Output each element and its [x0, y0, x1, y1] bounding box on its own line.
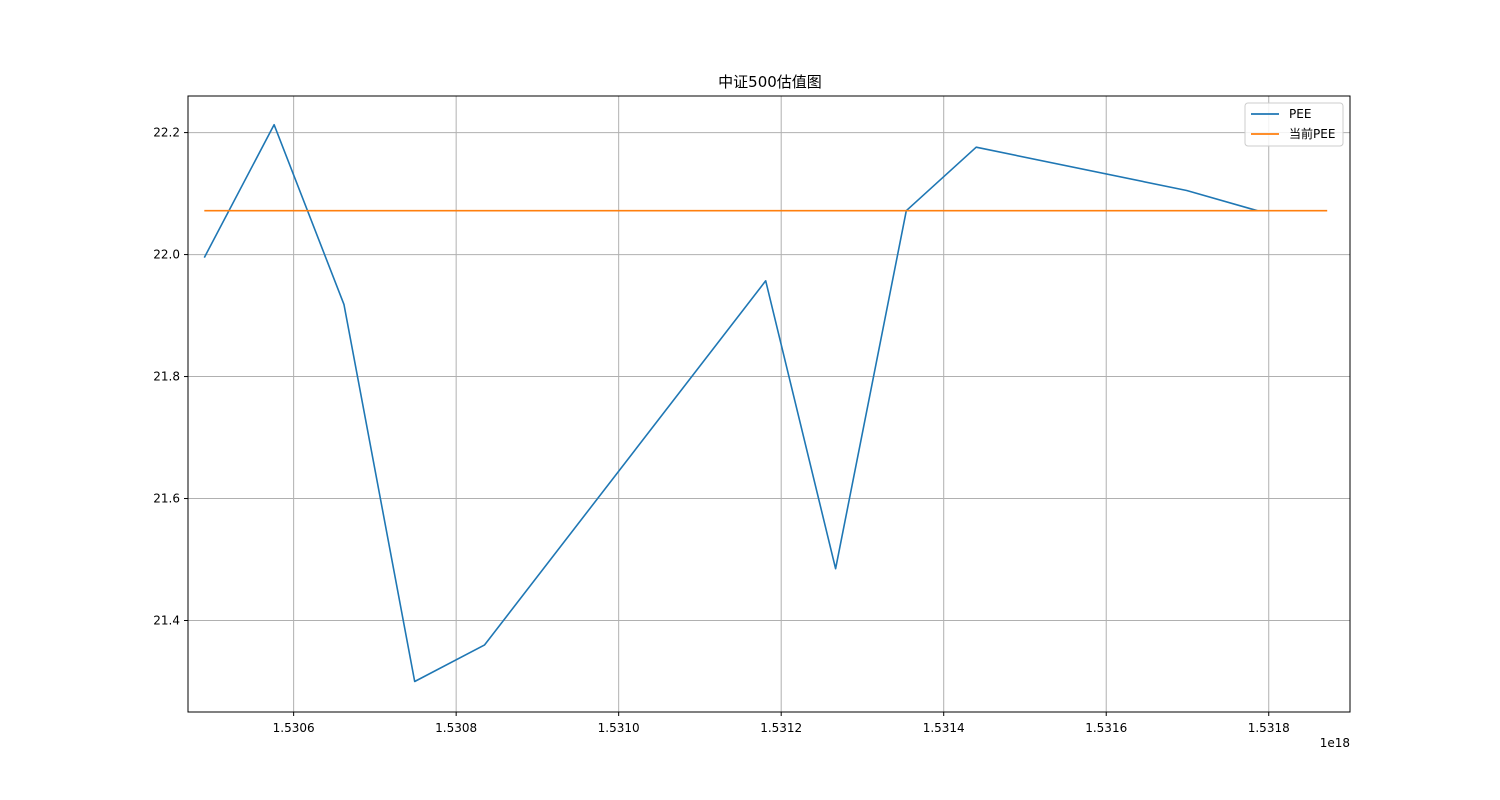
y-tick-label: 21.8: [153, 370, 180, 384]
x-tick-label: 1.5312: [760, 721, 802, 735]
x-tick-label: 1.5308: [435, 721, 477, 735]
legend-label: PEE: [1289, 107, 1311, 121]
series-area: [203, 123, 1328, 683]
y-tick-label: 22.0: [153, 248, 180, 262]
x-tick-label: 1.5306: [273, 721, 315, 735]
x-tick-label: 1.5314: [923, 721, 965, 735]
legend: PEE 当前PEE: [1244, 102, 1344, 147]
grid: [188, 96, 1350, 712]
y-tick-label: 22.2: [153, 126, 180, 140]
x-axis-offset-label: 1e18: [1320, 736, 1350, 750]
y-tick-label: 21.4: [153, 614, 180, 628]
series-line-pee: [203, 123, 1258, 683]
chart-title: 中证500估值图: [718, 73, 822, 91]
x-tick-label: 1.5310: [598, 721, 640, 735]
axis-ticks: 1.5306 1.5308 1.5310 1.5312 1.5314 1.5316 1.53…: [153, 126, 1289, 735]
y-tick-label: 21.6: [153, 492, 180, 506]
legend-label: 当前PEE: [1289, 126, 1335, 141]
plot-frame: [187, 95, 1351, 713]
x-tick-label: 1.5318: [1248, 721, 1290, 735]
x-tick-label: 1.5316: [1085, 721, 1127, 735]
